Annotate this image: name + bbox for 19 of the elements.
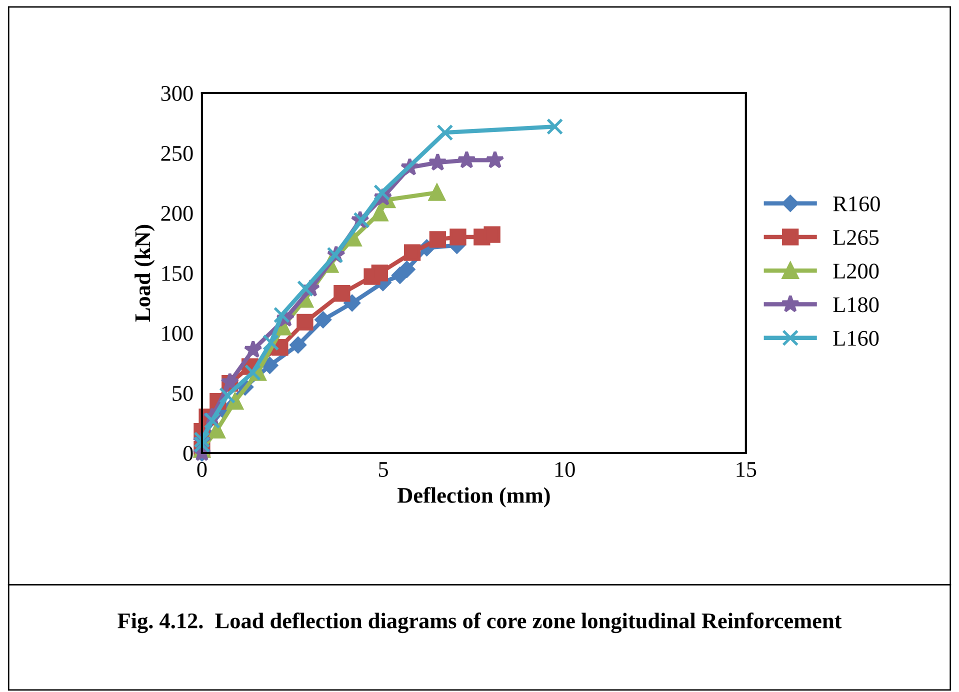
x-tick-label: 5 bbox=[379, 462, 388, 477]
legend-label: L180 bbox=[833, 297, 879, 312]
x-tick-label: 0 bbox=[197, 462, 207, 477]
y-tick-label: 50 bbox=[172, 386, 193, 401]
y-tick-label: 0 bbox=[183, 446, 193, 461]
x-tick-label: 10 bbox=[555, 462, 575, 477]
x-axis-title: Deflection (mm) bbox=[398, 487, 550, 508]
y-tick-label: 100 bbox=[162, 326, 193, 341]
y-tick-label: 300 bbox=[161, 86, 193, 101]
legend-label: L265 bbox=[833, 230, 879, 246]
y-axis-title: Load (kN) bbox=[134, 224, 155, 322]
y-tick-label: 150 bbox=[162, 266, 193, 281]
text: Fig. 4.12. Load deflection diagrams of core zone longitudinal Reinforcement bbox=[118, 612, 842, 634]
legend-label: L200 bbox=[833, 264, 879, 279]
legend-label: L160 bbox=[833, 330, 879, 346]
y-tick-label: 250 bbox=[161, 146, 193, 161]
y-tick-label: 200 bbox=[161, 206, 193, 221]
x-tick-label: 15 bbox=[736, 462, 756, 477]
legend-label: R160 bbox=[833, 196, 880, 212]
